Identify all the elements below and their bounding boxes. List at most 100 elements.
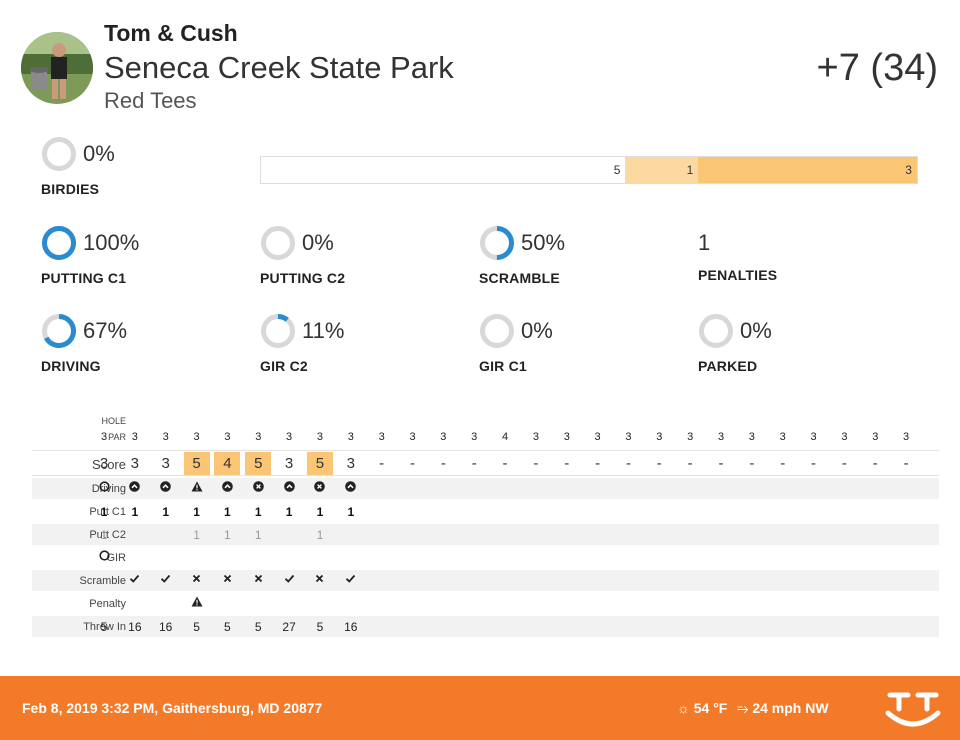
score-cell-hole-1: 3	[99, 455, 109, 472]
putt-c1-cell-4: 1	[193, 505, 200, 519]
par-cell-9: 3	[347, 431, 354, 443]
up-arrow-icon	[336, 481, 366, 495]
up-arrow-icon	[212, 481, 242, 495]
cross-icon	[305, 481, 335, 495]
par-cell-2: 3	[131, 431, 138, 443]
round-date-location: Feb 8, 2019 3:32 PM, Gaithersburg, MD 20…	[22, 700, 323, 716]
putt-c2-cell-4: 1	[193, 528, 200, 542]
score-cell-hole-14: -	[502, 455, 508, 472]
stat-birdies: 0% BIRDIES	[41, 136, 241, 197]
course-name: Seneca Creek State Park	[104, 50, 454, 85]
score-cell-hole-10: -	[379, 455, 385, 472]
par-cell-15: 3	[532, 431, 539, 443]
putting-c1-label: PUTTING C1	[41, 270, 127, 286]
scorecard-row-score: Score 3 3 3 5 4 5 3 5 3- - - - - - - - - - - - - - - - - -	[32, 450, 939, 476]
warning-icon	[182, 481, 212, 495]
stat-scramble: 50% SCRAMBLE	[479, 225, 679, 286]
par-cell-10: 3	[378, 431, 385, 443]
putting-c1-ring-icon	[42, 226, 76, 260]
penalties-value: 1	[698, 230, 711, 255]
throw-in-cell-6: 5	[254, 620, 262, 634]
par-cell-7: 3	[286, 431, 293, 443]
score-cell-hole-25: -	[841, 455, 847, 472]
score-cell-hole-20: -	[687, 455, 693, 472]
birdies-value: 0%	[83, 141, 115, 166]
putting-c1-value: 100%	[83, 230, 140, 255]
throw-in-cell-9: 16	[344, 620, 358, 634]
row-label-throw-in: Throw In	[83, 621, 126, 633]
putting-c2-ring-icon	[261, 226, 295, 260]
x-icon	[243, 573, 273, 587]
sun-icon: ☼	[677, 700, 690, 716]
par-cell-5: 3	[224, 431, 231, 443]
row-label-scramble: Scramble	[79, 575, 126, 587]
putt-c1-cell-3: 1	[162, 505, 170, 519]
birdies-ring-icon	[42, 137, 76, 171]
weather: ☼ 54 °F ⥱ 24 mph NW	[677, 700, 829, 717]
gir-c2-label: GIR C2	[260, 358, 308, 374]
row-label-score: Score	[92, 457, 126, 472]
throw-in-cell-5: 5	[224, 620, 231, 634]
score-cell-hole-3: 3	[161, 455, 170, 472]
putt-c2-cell-1: 1	[100, 528, 108, 542]
avatar	[21, 32, 93, 104]
score-cell-hole-16: -	[564, 455, 570, 472]
putt-c1-cell-1: 1	[100, 505, 108, 519]
score-cell-hole-17: -	[595, 455, 601, 472]
x-icon	[182, 573, 212, 587]
wind-icon: ⥱	[737, 700, 749, 716]
par-cell-1: 3	[100, 431, 108, 443]
row-label-par: PAR	[108, 432, 126, 442]
score-cell-hole-18: -	[625, 455, 631, 472]
par-cell-3: 3	[162, 431, 169, 443]
scorecard-row-throw-in: Throw In 5 16 16 5 5 5 27 5 16	[32, 616, 939, 637]
gir-c1-ring-icon	[480, 314, 514, 348]
score-cell-hole-11: -	[410, 455, 415, 472]
row-label-putt-c1: Putt C1	[89, 506, 126, 518]
putt-c2-cell-5: 1	[224, 528, 231, 542]
par-cell-26: 3	[872, 431, 879, 443]
score-cell-hole-26: -	[872, 455, 878, 472]
gir-c2-value: 11%	[302, 318, 345, 343]
putt-c2-cell-6: 1	[254, 528, 262, 542]
par-cell-27: 3	[903, 431, 910, 443]
score-cell-hole-27: -	[903, 455, 909, 472]
distribution-segment-3: 3	[698, 157, 917, 183]
scorecard-row-scramble: Scramble	[32, 570, 939, 591]
par-cell-6: 3	[255, 431, 262, 443]
score-cell-hole-12: -	[440, 455, 446, 472]
score-cell-hole-6: 5	[245, 452, 272, 475]
parked-label: PARKED	[698, 358, 758, 374]
check-icon	[151, 573, 181, 587]
driving-value: 67%	[83, 318, 128, 343]
stat-penalties: 1 PENALTIES	[698, 225, 898, 285]
player-name: Tom & Cush	[104, 20, 238, 46]
up-arrow-icon	[120, 481, 150, 495]
par-cell-23: 3	[779, 431, 786, 443]
gir-c1-value: 0%	[521, 318, 553, 343]
row-label-hole: HOLE	[101, 416, 126, 426]
par-cell-24: 3	[810, 431, 817, 443]
parked-value: 0%	[740, 318, 772, 343]
tee-name: Red Tees	[104, 88, 197, 113]
parked-ring-icon	[699, 314, 733, 348]
stat-putting-c1: 100% PUTTING C1	[41, 225, 241, 286]
cross-icon	[243, 481, 273, 495]
distribution-segment-1: 5	[261, 157, 626, 183]
footer-bar: Feb 8, 2019 3:32 PM, Gaithersburg, MD 20…	[0, 676, 960, 740]
up-arrow-icon	[151, 481, 181, 495]
scramble-ring-icon	[480, 226, 514, 260]
birdies-label: BIRDIES	[41, 181, 100, 197]
scorecard-row-putt-c1: Putt C1 1 1 1 1 1 1 1 1 1	[32, 501, 939, 522]
row-label-putt-c2: Putt C2	[89, 529, 126, 541]
check-icon	[274, 573, 304, 587]
row-label-gir: GIR	[106, 552, 126, 564]
putt-c1-cell-7: 1	[285, 505, 293, 519]
putt-c1-cell-6: 1	[254, 505, 262, 519]
score-cell-hole-21: -	[718, 455, 724, 472]
score-cell-hole-19: -	[656, 455, 662, 472]
putt-c1-cell-5: 1	[224, 505, 231, 519]
row-label-penalty: Penalty	[89, 598, 126, 610]
par-cell-16: 3	[563, 431, 570, 443]
distribution-segment-2: 1	[625, 157, 699, 183]
